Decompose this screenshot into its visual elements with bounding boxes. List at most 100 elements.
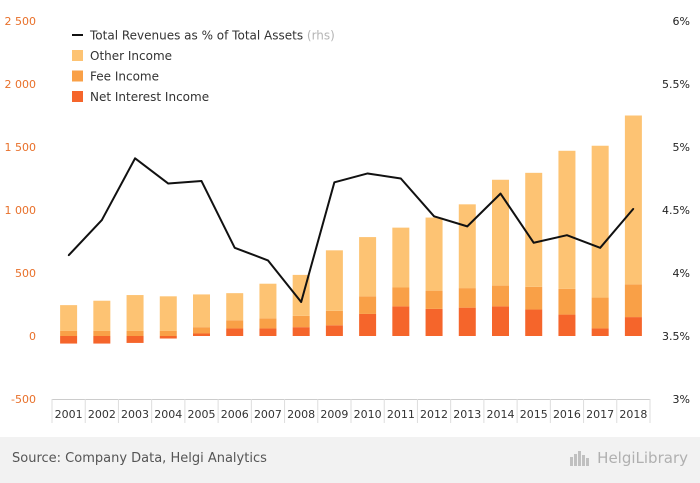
line-point-2005 (200, 180, 203, 182)
legend-axis-note: (rhs) (303, 29, 335, 43)
bar-fee-income-2009 (325, 310, 343, 326)
bar-fee-income-2004 (159, 330, 177, 336)
bar-other-income-2014 (492, 179, 509, 286)
y-right-tick-label: 4% (673, 267, 690, 280)
line-point-2012 (433, 215, 435, 218)
bar-net-interest-income-2005 (193, 333, 210, 336)
bar-fee-income-2006 (226, 320, 244, 329)
x-tick-label-2004: 2004 (154, 408, 182, 421)
x-tick-label-2010: 2010 (354, 408, 382, 421)
line-point-2008 (300, 301, 302, 303)
line-point-2017 (599, 247, 601, 249)
legend-swatch-fee-income (72, 70, 83, 82)
bar-other-income-2016 (558, 150, 576, 289)
bar-fee-income-2017 (591, 297, 609, 329)
line-point-2013 (466, 225, 469, 228)
bar-fee-income-2007 (259, 318, 277, 329)
brand-name: HelgiLibrary (597, 449, 688, 467)
x-tick-label-2007: 2007 (254, 408, 282, 421)
brand-logo-icon (570, 451, 590, 466)
y-right-tick-label: 5% (673, 141, 690, 154)
bar-net-interest-income-2015 (525, 309, 543, 336)
y-right-tick-label: 5.5% (662, 78, 690, 91)
bar-fee-income-2018 (624, 284, 642, 318)
bar-net-interest-income-2004 (159, 336, 177, 339)
bar-fee-income-2002 (93, 330, 111, 336)
bar-fee-income-2014 (492, 285, 509, 307)
bar-net-interest-income-2006 (226, 328, 244, 336)
bar-net-interest-income-2013 (458, 307, 476, 336)
bar-fee-income-2015 (525, 286, 543, 310)
line-point-2004 (167, 182, 170, 185)
line-total-revenues-pct-assets (67, 157, 635, 303)
legend-label-fee-income: Fee Income (90, 70, 159, 84)
x-tick-label-2016: 2016 (553, 408, 581, 421)
line-point-2015 (532, 241, 535, 244)
x-tick-label-2009: 2009 (320, 408, 348, 421)
bar-fee-income-2003 (126, 330, 144, 336)
bar-net-interest-income-2002 (93, 336, 111, 344)
x-tick-label-2013: 2013 (453, 408, 481, 421)
bar-net-interest-income-2011 (392, 306, 410, 336)
x-tick-label-2008: 2008 (287, 408, 315, 421)
y-left-tick-label: 500 (15, 267, 36, 280)
source-note: Source: Company Data, Helgi Analytics (12, 451, 267, 466)
bar-fee-income-2012 (425, 290, 443, 309)
bar-other-income-2017 (591, 145, 609, 298)
x-tick-label-2005: 2005 (188, 408, 216, 421)
y-left-tick-label: -500 (11, 393, 36, 406)
brand: HelgiLibrary (569, 449, 688, 467)
y-left-axis: -500 0 500 1 000 1 500 2 000 2 500 (5, 15, 37, 406)
bar-other-income-2018 (624, 115, 642, 285)
legend-label-total-revenues-as-of-total-assets: Total Revenues as % of Total Assets (rhs… (89, 29, 335, 43)
x-tick-label-2001: 2001 (55, 408, 83, 421)
line-point-2003 (134, 157, 136, 160)
bar-other-income-2009 (325, 250, 343, 311)
bar-net-interest-income-2001 (60, 336, 78, 344)
bar-net-interest-income-2016 (558, 314, 576, 336)
y-left-tick-label: 1 000 (5, 204, 37, 217)
bar-other-income-2013 (458, 204, 476, 289)
legend-swatch-other-income (72, 50, 83, 61)
x-tick-label-2017: 2017 (586, 408, 614, 421)
line-point-2009 (333, 181, 336, 184)
chart-plot: -500 0 500 1 000 1 500 2 000 2 500 3% 3.5% 4% 4.5… (5, 15, 690, 423)
legend-swatch-net-interest-income (72, 91, 83, 102)
y-right-tick-label: 3% (673, 393, 690, 406)
y-right-tick-label: 6% (673, 15, 690, 28)
x-tick-label-2011: 2011 (387, 408, 415, 421)
bar-net-interest-income-2018 (624, 317, 642, 336)
y-right-axis: 3% 3.5% 4% 4.5% 5% 5.5% 6% (662, 15, 690, 406)
bar-other-income-2001 (60, 305, 78, 331)
bar-net-interest-income-2012 (425, 308, 443, 336)
y-right-tick-label: 3.5% (662, 330, 690, 343)
bar-net-interest-income-2014 (492, 306, 509, 336)
bar-other-income-2006 (226, 293, 244, 321)
bar-fee-income-2005 (193, 327, 210, 334)
x-tick-label-2014: 2014 (487, 408, 515, 421)
footer: Source: Company Data, Helgi Analytics He… (0, 437, 700, 483)
line-point-2007 (267, 259, 269, 262)
x-tick-label-2006: 2006 (221, 408, 249, 421)
bar-net-interest-income-2017 (591, 328, 609, 336)
bar-other-income-2011 (392, 227, 410, 288)
bar-other-income-2015 (525, 172, 543, 287)
bar-fee-income-2008 (292, 315, 310, 328)
x-axis-ticks: 2001 2002 2003 2004 2005 2006 2007 2008 2009 2010… (51, 399, 651, 423)
bar-net-interest-income-2009 (325, 325, 343, 336)
y-left-tick-label: 2 500 (5, 15, 37, 28)
x-tick-label-2018: 2018 (619, 408, 647, 421)
bar-net-interest-income-2010 (359, 313, 377, 336)
line-point-2018 (632, 207, 635, 210)
line-point-2014 (499, 192, 502, 195)
line-point-2001 (67, 254, 70, 257)
bar-net-interest-income-2003 (126, 336, 144, 343)
line-point-2010 (366, 172, 369, 175)
line-point-2006 (233, 247, 236, 249)
bar-fee-income-2016 (558, 288, 576, 315)
line-point-2011 (400, 177, 402, 180)
bar-other-income-2003 (126, 295, 144, 331)
bar-other-income-2005 (193, 294, 210, 328)
x-tick-label-2003: 2003 (121, 408, 149, 421)
